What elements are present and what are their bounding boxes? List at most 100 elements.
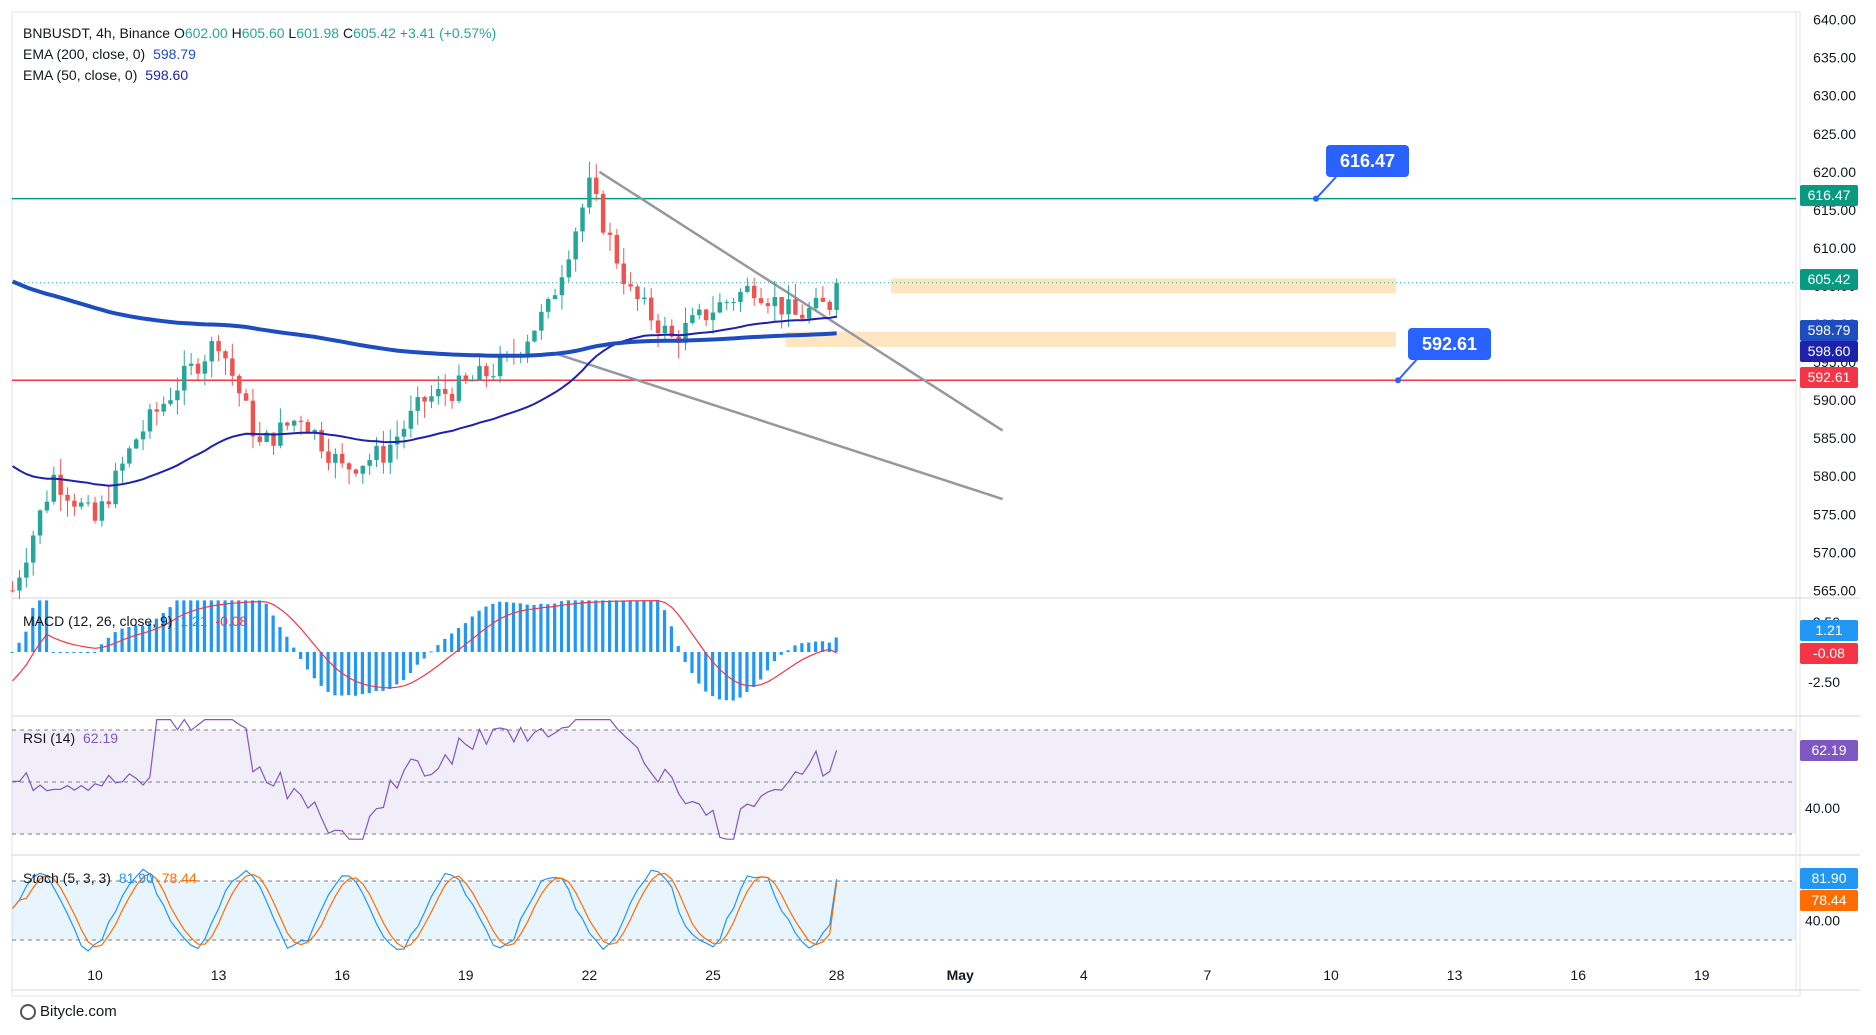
candle [470,375,475,382]
candle [436,375,441,405]
high-value: 605.60 [241,25,285,41]
candle-body [765,303,771,307]
candle-body [683,322,688,343]
high-key: H [231,25,242,41]
macd-histogram-bar [381,652,385,691]
candle [44,490,50,514]
candle-body [182,365,187,391]
candle-body [648,297,654,321]
footer-brand-text: Bitycle.com [40,1003,117,1020]
candle [209,336,214,378]
candle [758,287,764,305]
macd-histogram-bar [422,652,426,659]
macd-histogram-bar [10,652,14,653]
candle [188,352,194,376]
x-tick-label: 19 [458,967,474,983]
candle [642,287,647,305]
candle [195,358,201,380]
candle-body [333,453,338,463]
candle-body [188,363,194,366]
candle [580,203,585,242]
candle-body [271,432,276,446]
macd-histogram-bar [525,604,529,652]
change-value: +3.41 (+0.57%) [399,25,497,41]
candle-body [230,358,235,376]
macd-histogram-bar [58,652,62,653]
macd-histogram-bar [257,600,261,652]
macd-histogram-bar [765,652,770,671]
candle-body [65,494,70,501]
macd-histogram-bar [731,652,735,701]
macd-histogram-bar [182,600,186,652]
candle-body [291,420,297,426]
stoch-legend: Stoch (5, 3, 3) 81.90 78.44 [23,869,197,887]
candle [92,496,98,524]
candle [532,330,537,343]
macd-histogram-bar [202,600,207,652]
macd-histogram-bar [271,615,275,652]
candle [120,456,125,484]
candle-body [820,297,826,302]
candle-body [394,436,400,445]
macd-histogram-bar [360,652,364,694]
lower-zone [785,331,1396,347]
candle-body [456,375,462,401]
candle-body [408,410,414,429]
candle-body [738,291,743,303]
candle [72,493,77,516]
macd-histogram-bar [566,600,570,652]
macd-histogram-bar [463,623,467,652]
lower-wedge-trendline [557,353,1003,501]
macd-histogram-bar [113,632,117,652]
candle-body [745,285,750,292]
candle [648,288,654,330]
stoch-k-line [12,868,838,952]
candle-body [250,400,256,437]
candle-body [305,421,311,434]
candle [37,509,43,544]
macd-signal-value: -0.08 [215,613,248,629]
candle-body [319,430,324,452]
macd-histogram-bar [31,607,35,652]
candle-body [106,501,111,505]
stoch-label: Stoch (5, 3, 3) [23,870,111,886]
candle-body [800,314,805,319]
candle [99,495,105,527]
candle-body [442,388,448,394]
x-tick-label: 19 [1694,967,1710,983]
macd-histogram-bar [443,638,447,652]
macd-histogram-bar [807,642,811,652]
macd-histogram-bar [38,600,42,652]
candle-body [140,431,146,440]
macd-histogram-bar [347,652,351,696]
y-tick-label: 580.00 [1813,468,1856,484]
candle-body [635,286,640,300]
macd-histogram-bar [587,600,591,652]
y-tick-label: 585.00 [1813,430,1856,446]
candle-body [834,282,839,310]
macd-histogram-bar [93,652,97,653]
macd-histogram-bar [86,652,90,653]
y-tick-label: 640.00 [1813,12,1856,28]
candle-body [463,375,469,381]
ema50-label: EMA (50, close, 0) [23,67,138,83]
candle-body [607,232,613,235]
macd-histogram-bar [546,604,550,652]
candle [484,363,489,388]
candle-body [491,376,496,378]
stoch-k-price-tag: 81.90 [1800,868,1858,889]
macd-histogram-bar [635,600,639,652]
candle-body [600,193,606,233]
candle-body [339,453,345,464]
macd-histogram-bar [106,637,110,652]
candle-body [484,366,489,377]
candle-body [326,451,331,463]
candle [154,401,160,426]
macd-histogram-bar [752,652,756,687]
macd-histogram-bar [388,652,392,690]
candle [17,570,22,600]
candle [703,308,709,327]
candle-body [401,428,407,437]
candle [408,395,414,438]
